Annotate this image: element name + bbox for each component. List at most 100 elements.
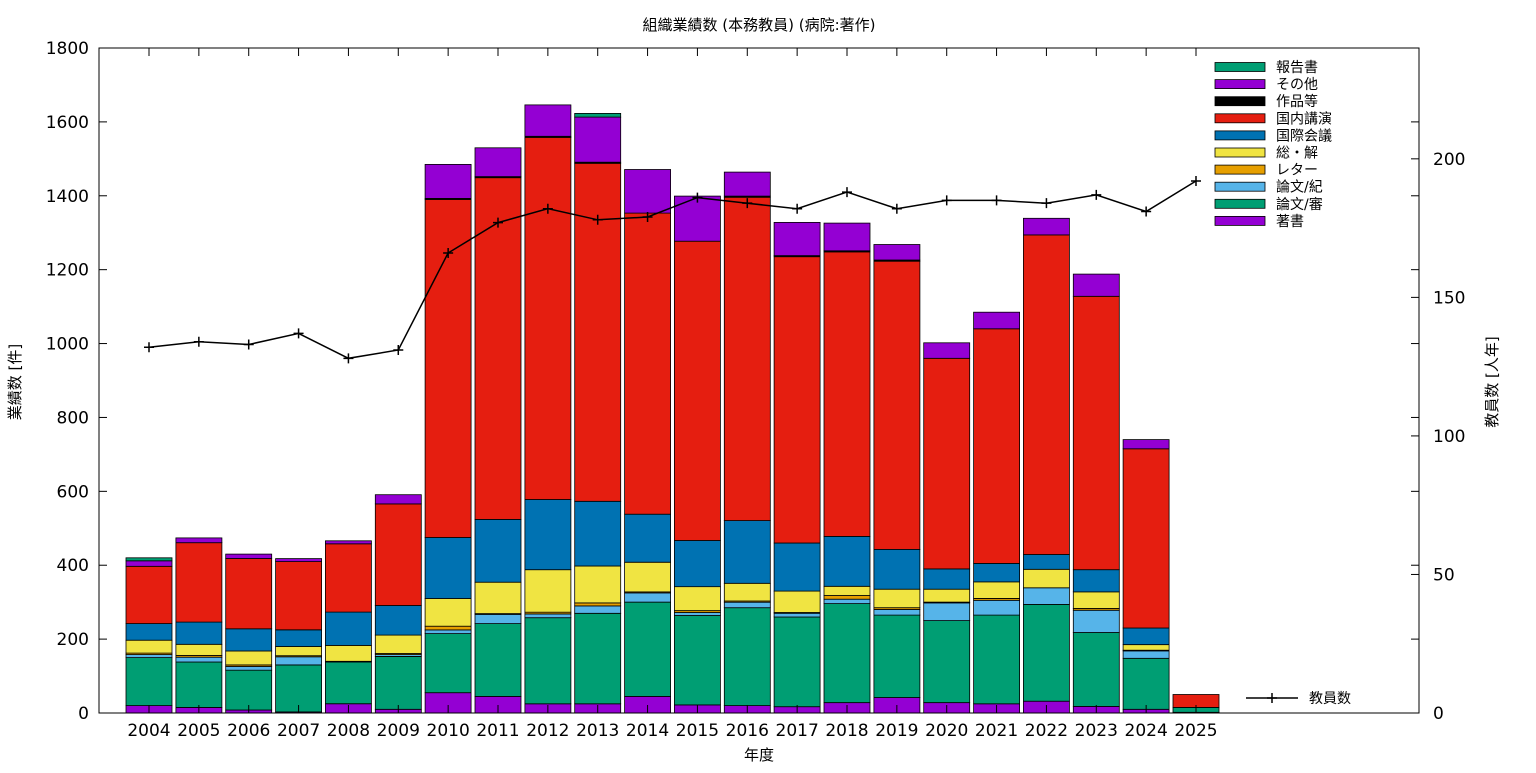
bar-segment — [973, 328, 1020, 564]
legend-swatch — [1214, 62, 1266, 72]
bar-segment — [1023, 234, 1070, 555]
bar-segment — [723, 582, 771, 602]
bar-segment — [524, 499, 572, 571]
bar-segment — [674, 540, 721, 588]
bar-segment — [674, 195, 721, 242]
bar-segment — [674, 586, 721, 611]
bar-segment — [1122, 448, 1170, 629]
bar-segment — [175, 656, 223, 663]
legend-label: その他 — [1276, 77, 1318, 93]
bar-segment — [674, 612, 721, 616]
bar-segment — [125, 557, 173, 562]
y2-tick-label: 100 — [1433, 427, 1465, 447]
bar-segment — [773, 221, 821, 256]
bar-segment — [823, 251, 871, 537]
bar-segment — [823, 598, 871, 605]
chart-title: 組織業績数 (本務教員) (病院:著作) — [643, 16, 876, 34]
bar-segment — [873, 588, 921, 609]
bar-segment — [1122, 627, 1170, 646]
bar-segment — [474, 177, 522, 520]
x-tick-label: 2023 — [1075, 721, 1118, 741]
bar-segment — [823, 222, 871, 252]
bar-segment — [823, 585, 871, 596]
bar-segment — [374, 503, 422, 606]
x-tick-label: 2024 — [1125, 721, 1168, 741]
x-tick-label: 2005 — [177, 721, 220, 741]
bar-segment — [674, 240, 721, 541]
bar-segment — [474, 623, 522, 697]
bar-segment — [1023, 217, 1070, 236]
x-tick-label: 2018 — [825, 721, 868, 741]
teacher-count-point — [193, 336, 204, 347]
legend-swatch — [1214, 198, 1266, 209]
bar-segment — [524, 136, 572, 500]
teacher-count-point — [742, 198, 753, 209]
bar-segment — [973, 581, 1020, 599]
teacher-count-point — [243, 339, 254, 350]
bar-segment — [275, 558, 323, 562]
teacher-count-point — [1091, 189, 1102, 200]
legend-swatch — [1214, 113, 1266, 124]
bar-segment — [374, 605, 422, 636]
bar-segment — [324, 540, 372, 545]
bar-segment — [424, 598, 472, 627]
bar-segment — [324, 611, 372, 646]
bar-segment — [823, 595, 871, 600]
legend-swatch — [1214, 164, 1266, 175]
x-tick-label: 2015 — [676, 721, 719, 741]
bar-segment — [873, 260, 921, 550]
bar-segment — [973, 599, 1020, 616]
legend-swatch — [1214, 181, 1266, 192]
bar-segment — [624, 169, 671, 214]
bar-segment — [225, 558, 273, 630]
bar-segment — [773, 590, 821, 613]
bar-segment — [1072, 591, 1120, 609]
x-tick-label: 2007 — [277, 721, 320, 741]
x-tick-label: 2017 — [776, 721, 819, 741]
legend-swatch — [1214, 147, 1266, 158]
bar-segment — [773, 542, 821, 592]
bar-segment — [125, 639, 173, 654]
bar-segment — [773, 616, 821, 708]
legend-swatch — [1214, 130, 1266, 141]
bar-segment — [923, 357, 971, 570]
bar-segment — [624, 212, 671, 515]
bar-segment — [574, 605, 622, 614]
bar-segment — [324, 543, 372, 613]
teacher-count-point — [443, 248, 454, 259]
y2-axis: 0 50 100 150 200 — [1411, 150, 1465, 724]
legend-label: 総・解 — [1276, 146, 1318, 162]
bar-segment — [225, 650, 273, 666]
bar-segment — [624, 601, 671, 697]
teacher-count-point — [1141, 206, 1152, 217]
bar-segment — [624, 513, 671, 563]
legend-label: 論文/紀 — [1276, 180, 1323, 196]
x-tick-label: 2011 — [476, 721, 519, 741]
bar-segment — [225, 553, 273, 559]
bar-segment — [773, 612, 821, 618]
line-layer — [144, 176, 1201, 364]
bar-segment — [474, 147, 522, 178]
bar-segment — [723, 601, 771, 609]
bar-segment — [873, 244, 921, 261]
teacher-count-point — [343, 353, 354, 364]
legend-swatch — [1214, 79, 1266, 89]
legend-line-marker — [1267, 693, 1277, 703]
bar-segment — [524, 569, 572, 613]
bar-segment — [1072, 569, 1120, 593]
bar-segment — [1023, 587, 1070, 605]
bar-segment — [125, 623, 173, 641]
y-axis: 0 200 400 600 800 1000 1200 1400 1600 1800 — [46, 39, 1419, 724]
bar-segment — [1122, 439, 1170, 450]
bar-segment — [624, 561, 671, 593]
bar-segment — [225, 628, 273, 652]
bar-segment — [723, 196, 771, 521]
x-tick-label: 2021 — [975, 721, 1018, 741]
bar-segment — [574, 116, 622, 163]
bar-segment — [474, 581, 522, 615]
bar-segment — [574, 113, 622, 118]
teacher-count-point — [592, 214, 603, 225]
teacher-count-point — [542, 203, 553, 214]
